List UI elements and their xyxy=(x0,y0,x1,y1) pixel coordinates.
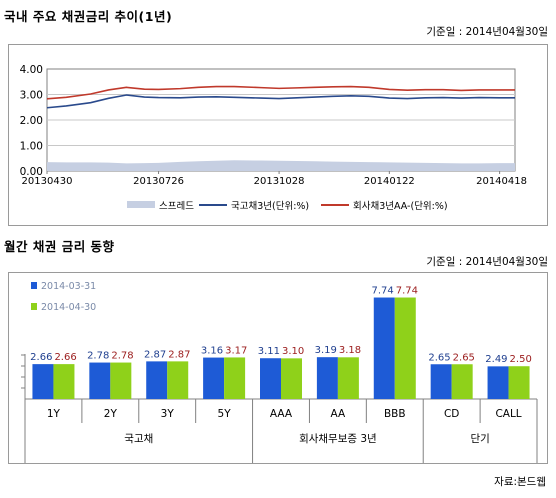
category-label: 1Y xyxy=(47,408,61,420)
value-label-prev: 3.11 xyxy=(258,346,280,357)
y-tick-label: 2.00 xyxy=(20,115,43,127)
bar-curr-5Y xyxy=(224,357,246,399)
category-label: BBB xyxy=(384,408,406,420)
category-label: AA xyxy=(331,408,346,420)
category-label: 3Y xyxy=(161,408,175,420)
x-tick-label: 20131028 xyxy=(254,176,305,187)
bar-prev-2Y xyxy=(89,362,111,399)
corp-aa-line xyxy=(46,85,515,100)
bar-prev-BBB xyxy=(373,297,395,399)
value-label-prev: 3.16 xyxy=(201,345,223,356)
value-label-curr: 2.50 xyxy=(510,354,532,365)
x-tick-label: 20130726 xyxy=(133,176,184,187)
value-label-curr: 7.74 xyxy=(396,286,418,297)
group-label-2: 단기 xyxy=(470,433,489,445)
bar-prev-AA xyxy=(316,357,338,399)
value-label-curr: 2.66 xyxy=(54,352,76,363)
bar-chart-base-date: 기준일 : 2014년04월30일 xyxy=(426,256,548,268)
value-label-curr: 3.10 xyxy=(282,346,304,357)
bar-curr-CALL xyxy=(508,366,530,399)
value-label-prev: 7.74 xyxy=(372,286,394,297)
bar-curr-2Y xyxy=(110,362,132,399)
bar-curr-AAA xyxy=(281,358,302,399)
source-note: 자료:본드웹 xyxy=(494,476,546,488)
category-label: 2Y xyxy=(104,408,118,420)
line-chart-panel: 4.00 3.00 2.00 1.00 0.00 20130430 20130726 2013… xyxy=(8,44,548,226)
legend-label-bar-0: 2014-03-31 xyxy=(41,281,96,292)
value-label-prev: 2.65 xyxy=(428,352,450,363)
x-tick-label: 20140122 xyxy=(364,176,415,187)
y-tick-label: 4.00 xyxy=(20,64,43,76)
legend-swatch-bar-0 xyxy=(31,282,37,289)
bar-prev-CD xyxy=(430,364,452,399)
y-tick-label: 0.00 xyxy=(20,166,43,178)
line-chart-base-date: 기준일 : 2014년04월30일 xyxy=(426,26,548,38)
value-label-prev: 2.87 xyxy=(144,349,166,360)
bar-prev-5Y xyxy=(203,357,225,399)
y-tick-label: 3.00 xyxy=(20,90,43,102)
category-label: CALL xyxy=(495,408,521,420)
bar-prev-CALL xyxy=(487,366,509,399)
value-label-curr: 3.18 xyxy=(339,345,361,356)
category-label: AAA xyxy=(270,408,293,420)
value-label-prev: 2.78 xyxy=(87,351,109,362)
group-label-0: 국고채 xyxy=(124,433,153,445)
bar-curr-BBB xyxy=(394,297,416,399)
value-label-prev: 2.49 xyxy=(485,354,507,365)
category-label: CD xyxy=(444,408,459,420)
bar-curr-1Y xyxy=(53,364,75,399)
legend-label-0: 스프레드 xyxy=(159,201,194,212)
value-label-prev: 2.66 xyxy=(30,352,52,363)
value-label-prev: 3.19 xyxy=(315,345,337,356)
bar-prev-3Y xyxy=(146,361,168,399)
bar-curr-3Y xyxy=(167,361,189,399)
bar-curr-AA xyxy=(337,357,359,399)
bar-prev-AAA xyxy=(260,358,281,399)
y-tick-label: 1.00 xyxy=(20,141,43,153)
value-label-curr: 2.87 xyxy=(168,349,190,360)
line-chart-title: 국내 주요 채권금리 추이(1년) xyxy=(4,9,173,24)
group-label-1: 회사채무보증 3년 xyxy=(299,433,377,445)
legend-label-1: 국고채3년(단위:%) xyxy=(231,200,309,212)
legend-swatch-bar-1 xyxy=(31,303,37,310)
spread-area xyxy=(47,160,515,171)
x-tick-label: 20130430 xyxy=(22,176,73,187)
x-tick-label: 20140418 xyxy=(476,176,527,187)
govt-3y-line xyxy=(46,94,515,109)
legend-label-2: 회사채3년AA-(단위:%) xyxy=(353,200,448,212)
value-label-curr: 3.17 xyxy=(225,345,247,356)
value-label-curr: 2.65 xyxy=(453,352,475,363)
bar-chart-panel: 2.66 2.66 1Y 2.78 2.78 2Y 2.87 2.87 3Y 3.16 3.17 5Y… xyxy=(8,272,548,464)
bar-chart: 2.66 2.66 1Y 2.78 2.78 2Y 2.87 2.87 3Y 3.16 3.17 5Y… xyxy=(21,281,538,463)
bar-prev-1Y xyxy=(32,364,54,399)
bar-chart-title: 월간 채권 금리 동향 xyxy=(4,239,115,254)
legend-swatch-0 xyxy=(127,201,155,208)
category-label: 5Y xyxy=(218,408,232,420)
legend-label-bar-1: 2014-04-30 xyxy=(41,302,96,313)
bar-curr-CD xyxy=(451,364,473,399)
value-label-curr: 2.78 xyxy=(111,351,133,362)
